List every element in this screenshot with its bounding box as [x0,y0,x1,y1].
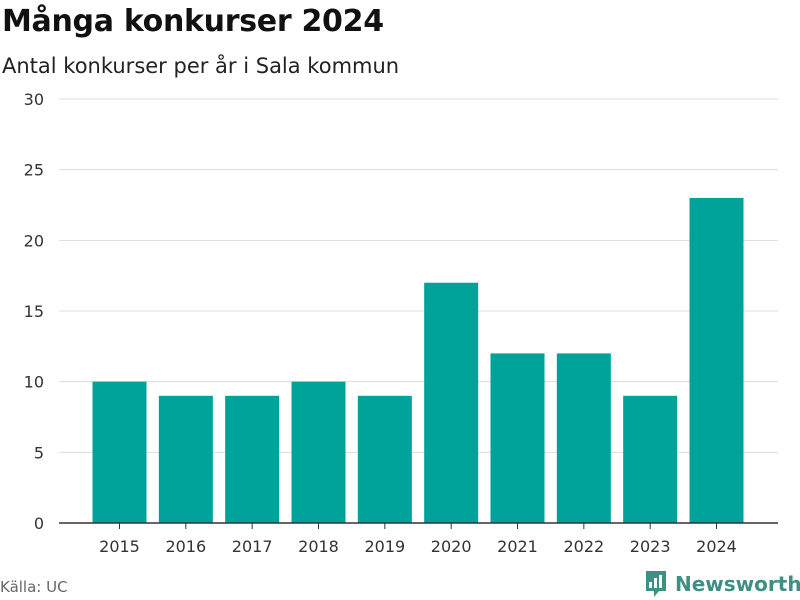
x-tick-label: 2023 [630,537,671,556]
bars [92,197,744,523]
bar-2023 [623,395,678,523]
y-tick-label: 15 [24,302,44,321]
bar-2024 [689,197,744,523]
bar-2021 [490,353,545,523]
brand-logo: Newsworthy [644,569,800,599]
brand-name: Newsworthy [675,572,800,596]
y-tick-label: 10 [24,373,44,392]
newsworthy-logo-icon [646,571,666,597]
y-tick-label: 25 [24,161,44,180]
x-axis-ticks: 2015 2016 2017 2018 2019 2020 2021 2022 2023 2024 [99,523,737,556]
x-tick-label: 2016 [165,537,206,556]
source-note: Källa: UC [0,578,68,596]
x-tick-label: 2022 [563,537,604,556]
bar-2018 [291,381,346,523]
x-tick-label: 2018 [298,537,339,556]
bar-2017 [225,395,280,523]
bar-2019 [357,395,412,523]
x-tick-label: 2024 [696,537,737,556]
y-tick-label: 30 [24,90,44,109]
y-tick-label: 20 [24,231,44,250]
bar-2022 [556,353,611,523]
y-axis-ticks: 0 5 10 15 20 25 30 [24,90,44,533]
chart-title: Många konkurser 2024 [2,4,384,39]
x-tick-label: 2015 [99,537,140,556]
x-tick-label: 2017 [232,537,273,556]
x-tick-label: 2021 [497,537,538,556]
bar-2020 [424,282,479,523]
bar-2015 [92,381,147,523]
chart-subtitle: Antal konkurser per år i Sala kommun [2,54,400,78]
x-tick-label: 2019 [364,537,405,556]
bar-2016 [158,395,213,523]
y-tick-label: 5 [34,443,44,462]
x-tick-label: 2020 [431,537,472,556]
y-tick-label: 0 [34,514,44,533]
